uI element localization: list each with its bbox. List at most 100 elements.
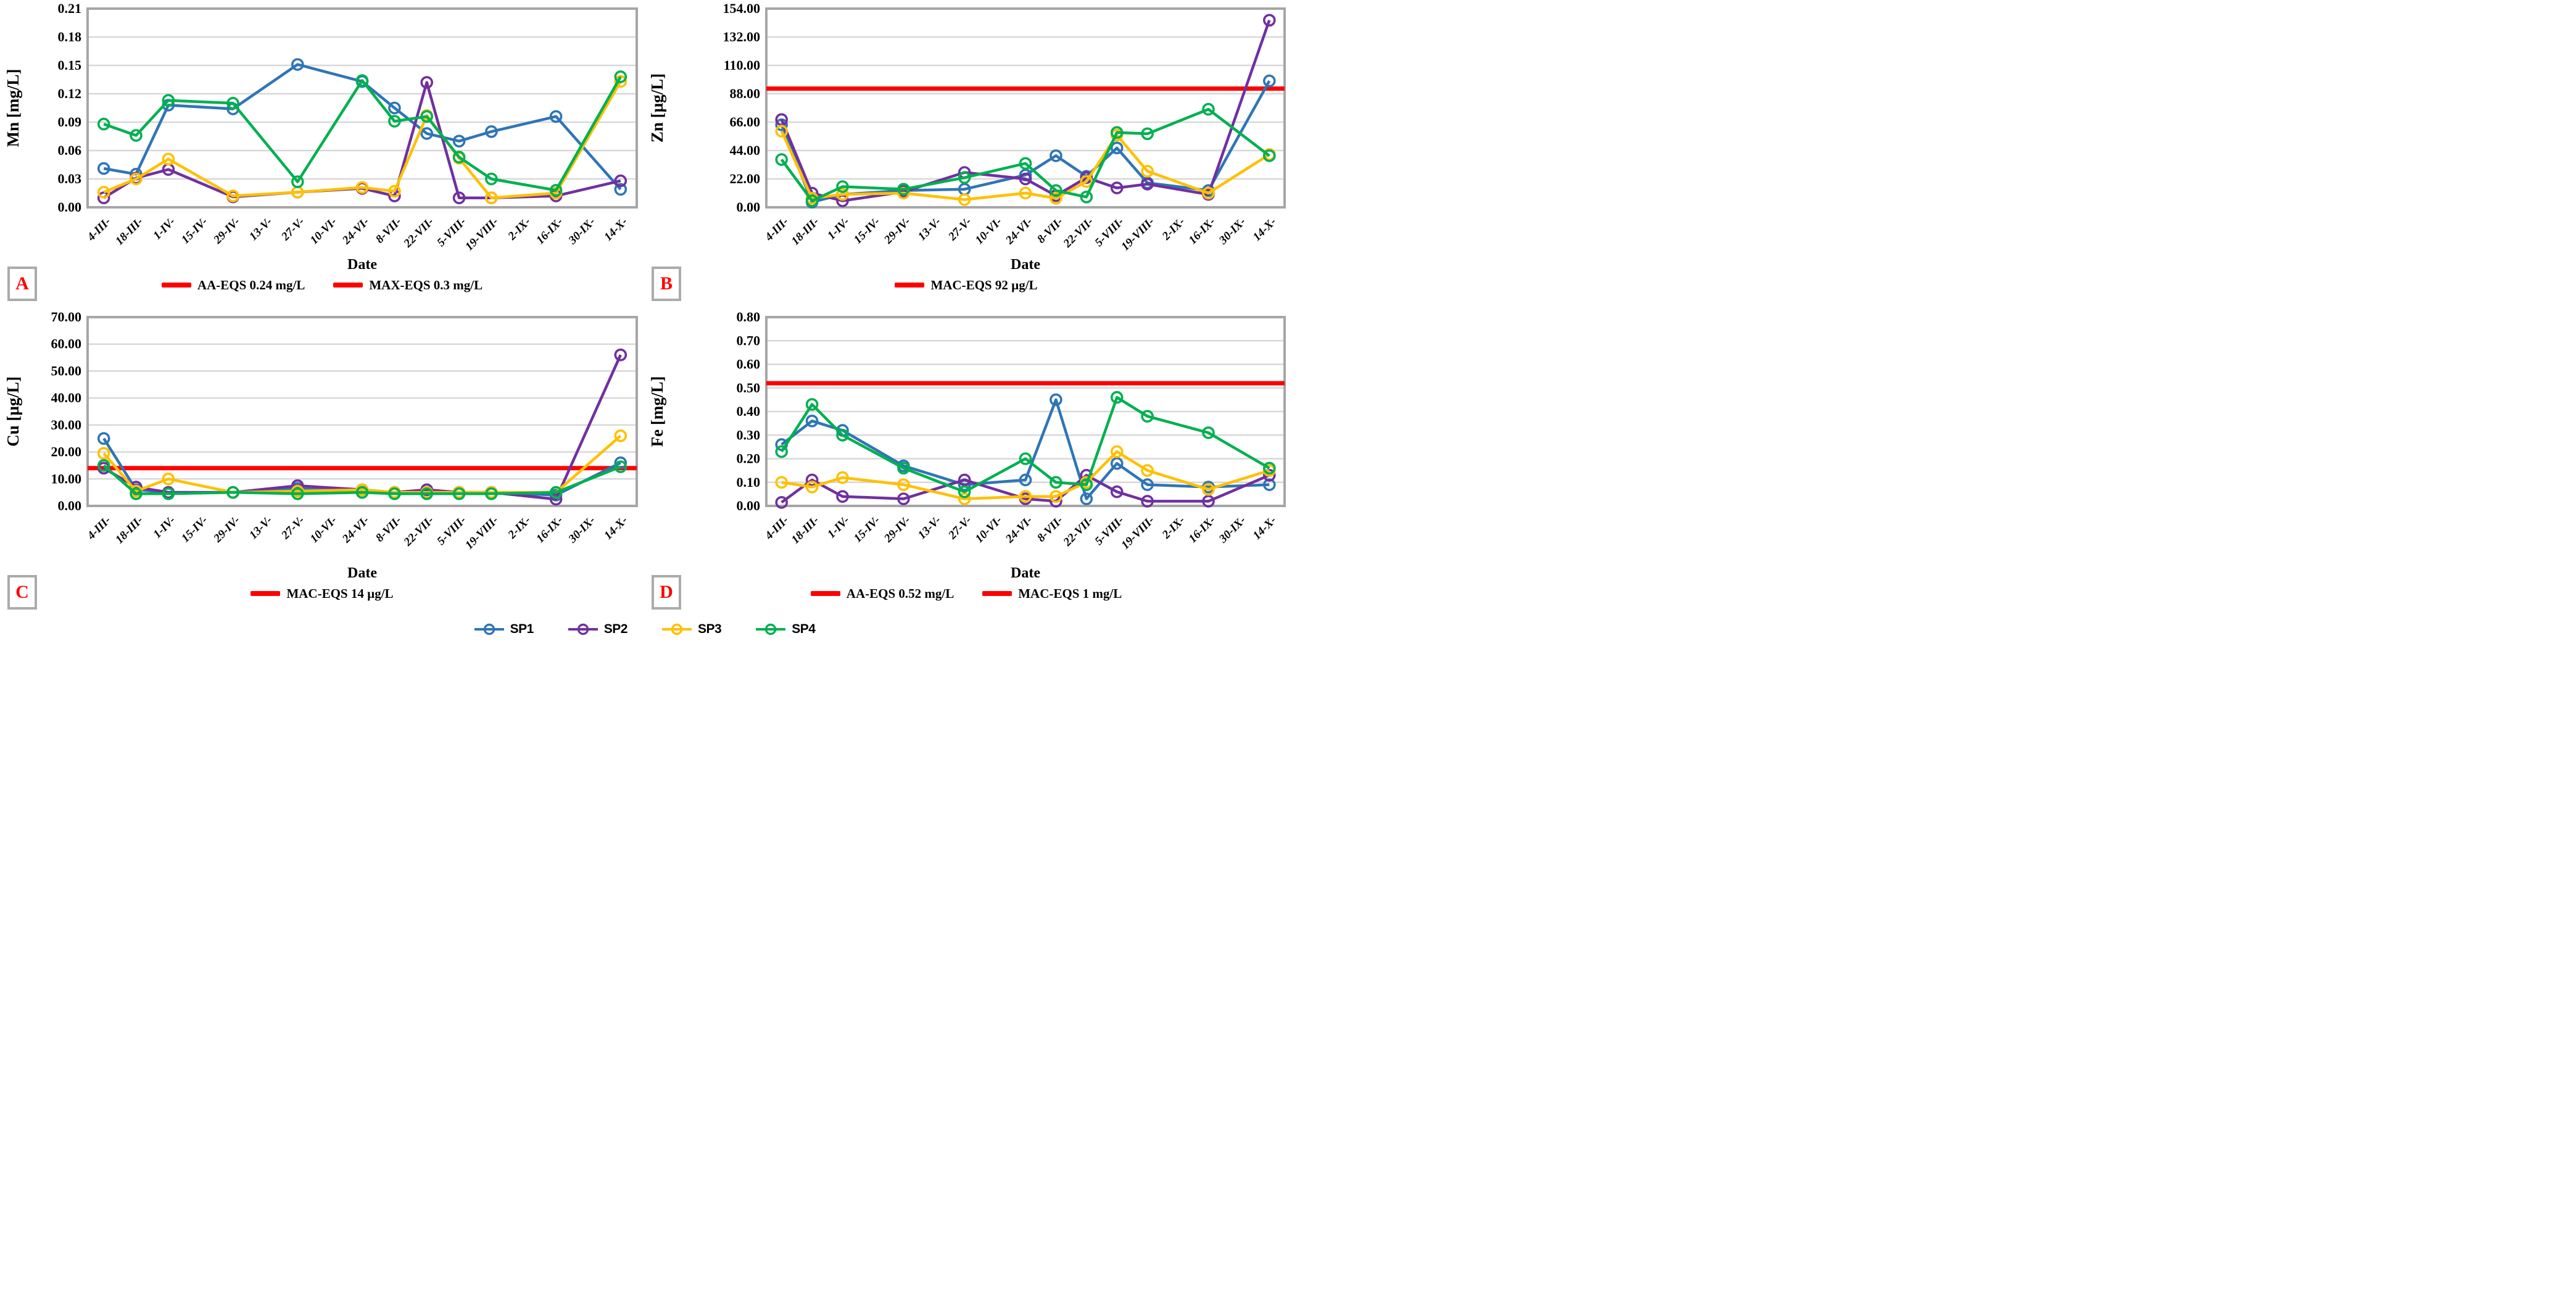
red-line-swatch [982,591,1013,596]
red-line-swatch [333,283,363,288]
marker-SP3-8-VII- [388,184,401,198]
marker-SP4-14-X- [614,460,627,473]
svg-text:24-VI-: 24-VI- [339,215,371,247]
x-tick-labels: 4-III-18-III-1-IV-15-IV-29-IV-13-V-27-V-… [762,514,1279,552]
marker-SP3-4-III- [775,476,788,489]
eqs-legend-label: MAC-EQS 14 µg/L [286,585,394,601]
mn-eqs-legend-item-1: AA-EQS 0.24 mg/L [161,277,305,293]
marker-SP2-5-VIII- [1110,181,1124,194]
marker-SP1-24-VI- [1019,473,1032,487]
zn-legend-row: B MAC-EQS 92 µg/L [644,267,1288,301]
series-legend-label: SP4 [792,622,816,636]
series-legend-item-sp4: SP4 [755,622,816,637]
marker-SP1-8-VII- [1050,393,1062,407]
marker-SP4-1-IV- [836,180,849,193]
svg-text:27-V-: 27-V- [279,215,307,244]
marker-SP4-19-VIII- [485,172,498,186]
marker-SP4-4-III- [775,153,788,166]
marker-SP3-18-III- [130,172,143,186]
series-legend: SP1 SP2 SP3 SP4 [0,611,1288,648]
svg-text:4-III-: 4-III- [762,514,791,543]
marker-SP4-8-VII- [1050,184,1062,197]
svg-text:10.00: 10.00 [51,471,82,486]
cu-legend-row: C MAC-EQS 14 µg/L [0,575,644,610]
panel-letter-a: A [15,273,29,294]
svg-text:0.10: 0.10 [737,474,761,490]
x-tick-labels: 4-III-18-III-1-IV-15-IV-29-IV-13-V-27-V-… [85,215,631,254]
marker-SP1-19-VIII- [1141,478,1154,491]
svg-text:20.00: 20.00 [51,444,82,460]
eqs-legend-label: AA-EQS 0.24 mg/L [197,277,305,292]
x-tick-labels: 4-III-18-III-1-IV-15-IV-29-IV-13-V-27-V-… [762,215,1279,254]
marker-SP2-18-III- [805,473,819,487]
marker-SP2-4-III- [97,191,110,205]
marker-SP1-4-III- [97,432,110,445]
marker-SP4-29-IV- [897,183,910,196]
series-legend-glyph [662,623,692,635]
marker-SP3-1-IV- [836,188,849,201]
series-SP1-line [781,398,1270,500]
marker-SP4-1-IV- [836,429,849,442]
marker-SP3-16-IX- [1202,482,1215,496]
series-legend-label: SP2 [603,622,628,636]
series-legend-glyph [568,623,598,635]
svg-text:0.21: 0.21 [58,1,82,16]
series-SP2-line [103,354,622,501]
svg-text:2-IX-: 2-IX- [505,215,533,243]
marker-SP2-27-V- [958,473,971,487]
marker-SP4-22-VII- [1080,478,1093,491]
svg-text:0.00: 0.00 [737,199,761,215]
svg-text:22-VII-: 22-VII- [1061,215,1096,250]
svg-text:2-IX-: 2-IX- [1159,514,1187,542]
panel-label-box-d: D [652,575,681,610]
svg-text:30-IX-: 30-IX- [1216,215,1248,247]
marker-SP4-4-III- [97,459,110,472]
series-SP3 [775,125,1276,206]
marker-SP1-16-IX- [549,110,563,123]
marker-SP1-22-VII- [1080,492,1093,505]
marker-SP2-14-X- [1262,468,1276,482]
svg-text:13-V-: 13-V- [916,215,943,243]
marker-SP4-14-X- [1262,461,1276,475]
marker-SP2-1-IV- [836,490,849,503]
svg-text:0.03: 0.03 [58,171,82,186]
svg-text:22.00: 22.00 [730,171,761,186]
series-legend-item-sp3: SP3 [661,622,722,637]
marker-SP4-4-III- [97,117,110,131]
plot-border [765,316,1286,507]
marker-SP3-29-IV- [226,189,239,202]
marker-SP4-22-VII- [420,487,434,500]
marker-SP4-18-III- [805,398,819,411]
series-SP3-line [780,130,1270,201]
y-tick-labels: 0.00 0.10 0.20 0.30 0.40 0.50 0.60 0.70 0.80 [737,309,761,513]
y-axis-title: Mn [mg/L] [4,69,22,147]
y-tick-labels: 0.00 0.03 0.06 0.09 0.12 0.15 0.18 0.21 [58,1,82,215]
marker-SP1-22-VII- [420,127,434,140]
series-SP4 [97,459,627,500]
svg-text:13-V-: 13-V- [247,215,275,243]
marker-SP4-5-VIII- [452,487,466,500]
mn-eqs-legend-item-2: MAX-EQS 0.3 mg/L [333,278,482,293]
marker-SP2-19-VIII- [1141,178,1154,191]
svg-text:88.00: 88.00 [730,86,761,101]
red-line-swatch [161,283,191,288]
svg-text:4-III-: 4-III- [85,215,114,244]
marker-SP4-8-VII- [388,487,401,500]
marker-SP4-18-III- [805,194,819,207]
marker-SP3-14-X- [614,429,627,442]
x-axis-title: Date [1011,257,1040,273]
marker-SP4-27-V- [958,485,971,499]
marker-SP1-5-VIII- [452,134,466,147]
marker-SP3-19-VIII- [1141,165,1154,178]
marker-SP2-29-IV- [897,492,910,505]
marker-SP2-14-X- [614,348,627,362]
svg-text:18-III-: 18-III- [113,514,146,547]
marker-SP3-16-IX- [1202,186,1215,200]
marker-SP4-16-IX- [1202,426,1215,439]
marker-SP2-14-X- [614,174,627,188]
marker-SP3-4-III- [97,186,110,199]
marker-SP1-4-III- [97,162,110,175]
svg-text:29-IV-: 29-IV- [211,215,242,247]
svg-text:19-VIII-: 19-VIII- [463,514,501,552]
svg-text:13-V-: 13-V- [916,514,943,542]
